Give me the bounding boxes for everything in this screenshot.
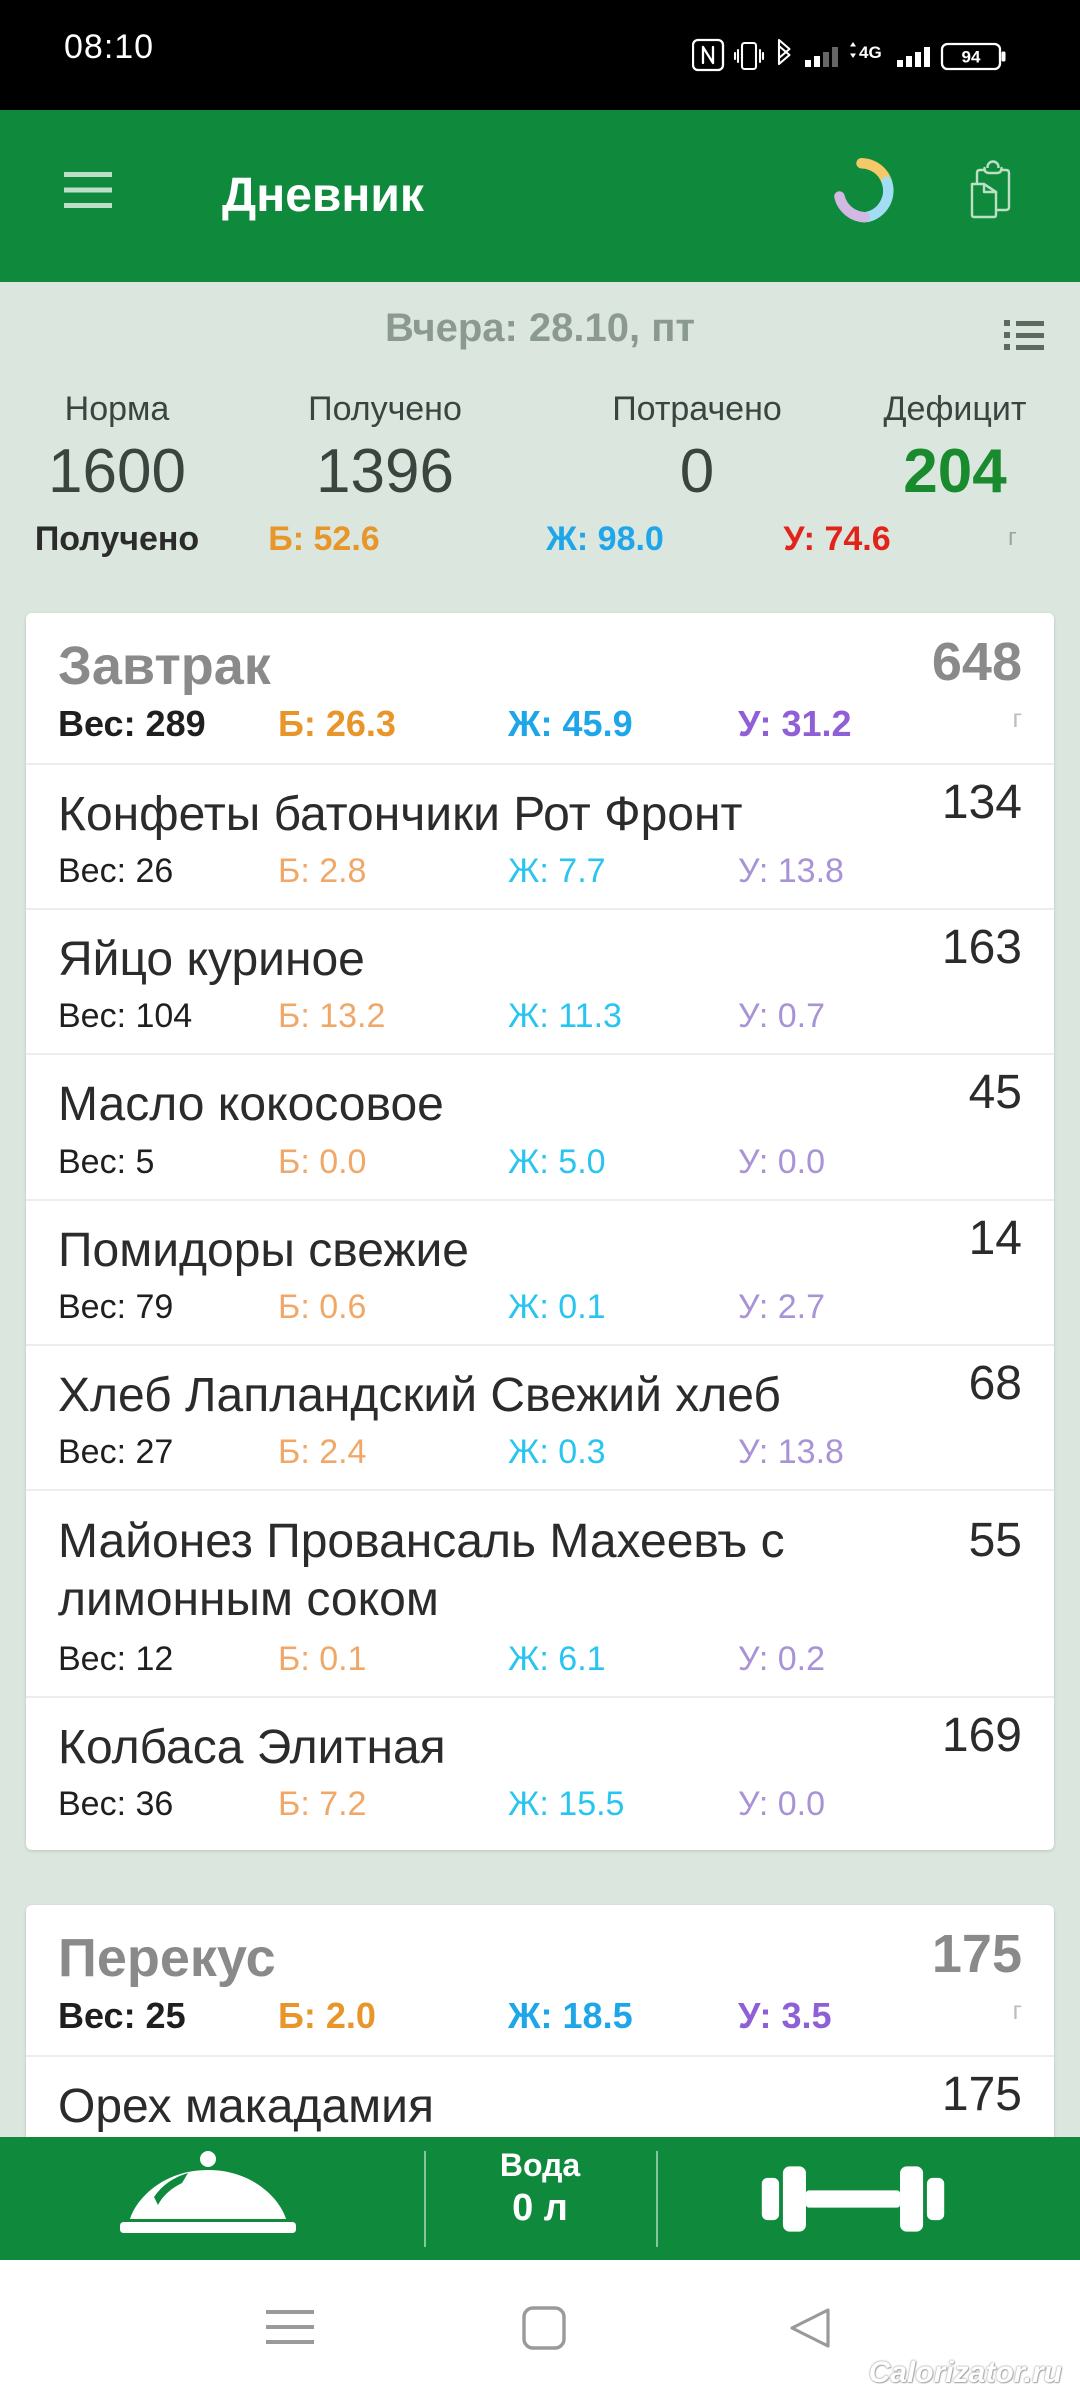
svg-text:94: 94 xyxy=(962,48,981,67)
svg-text:4G: 4G xyxy=(859,43,882,62)
